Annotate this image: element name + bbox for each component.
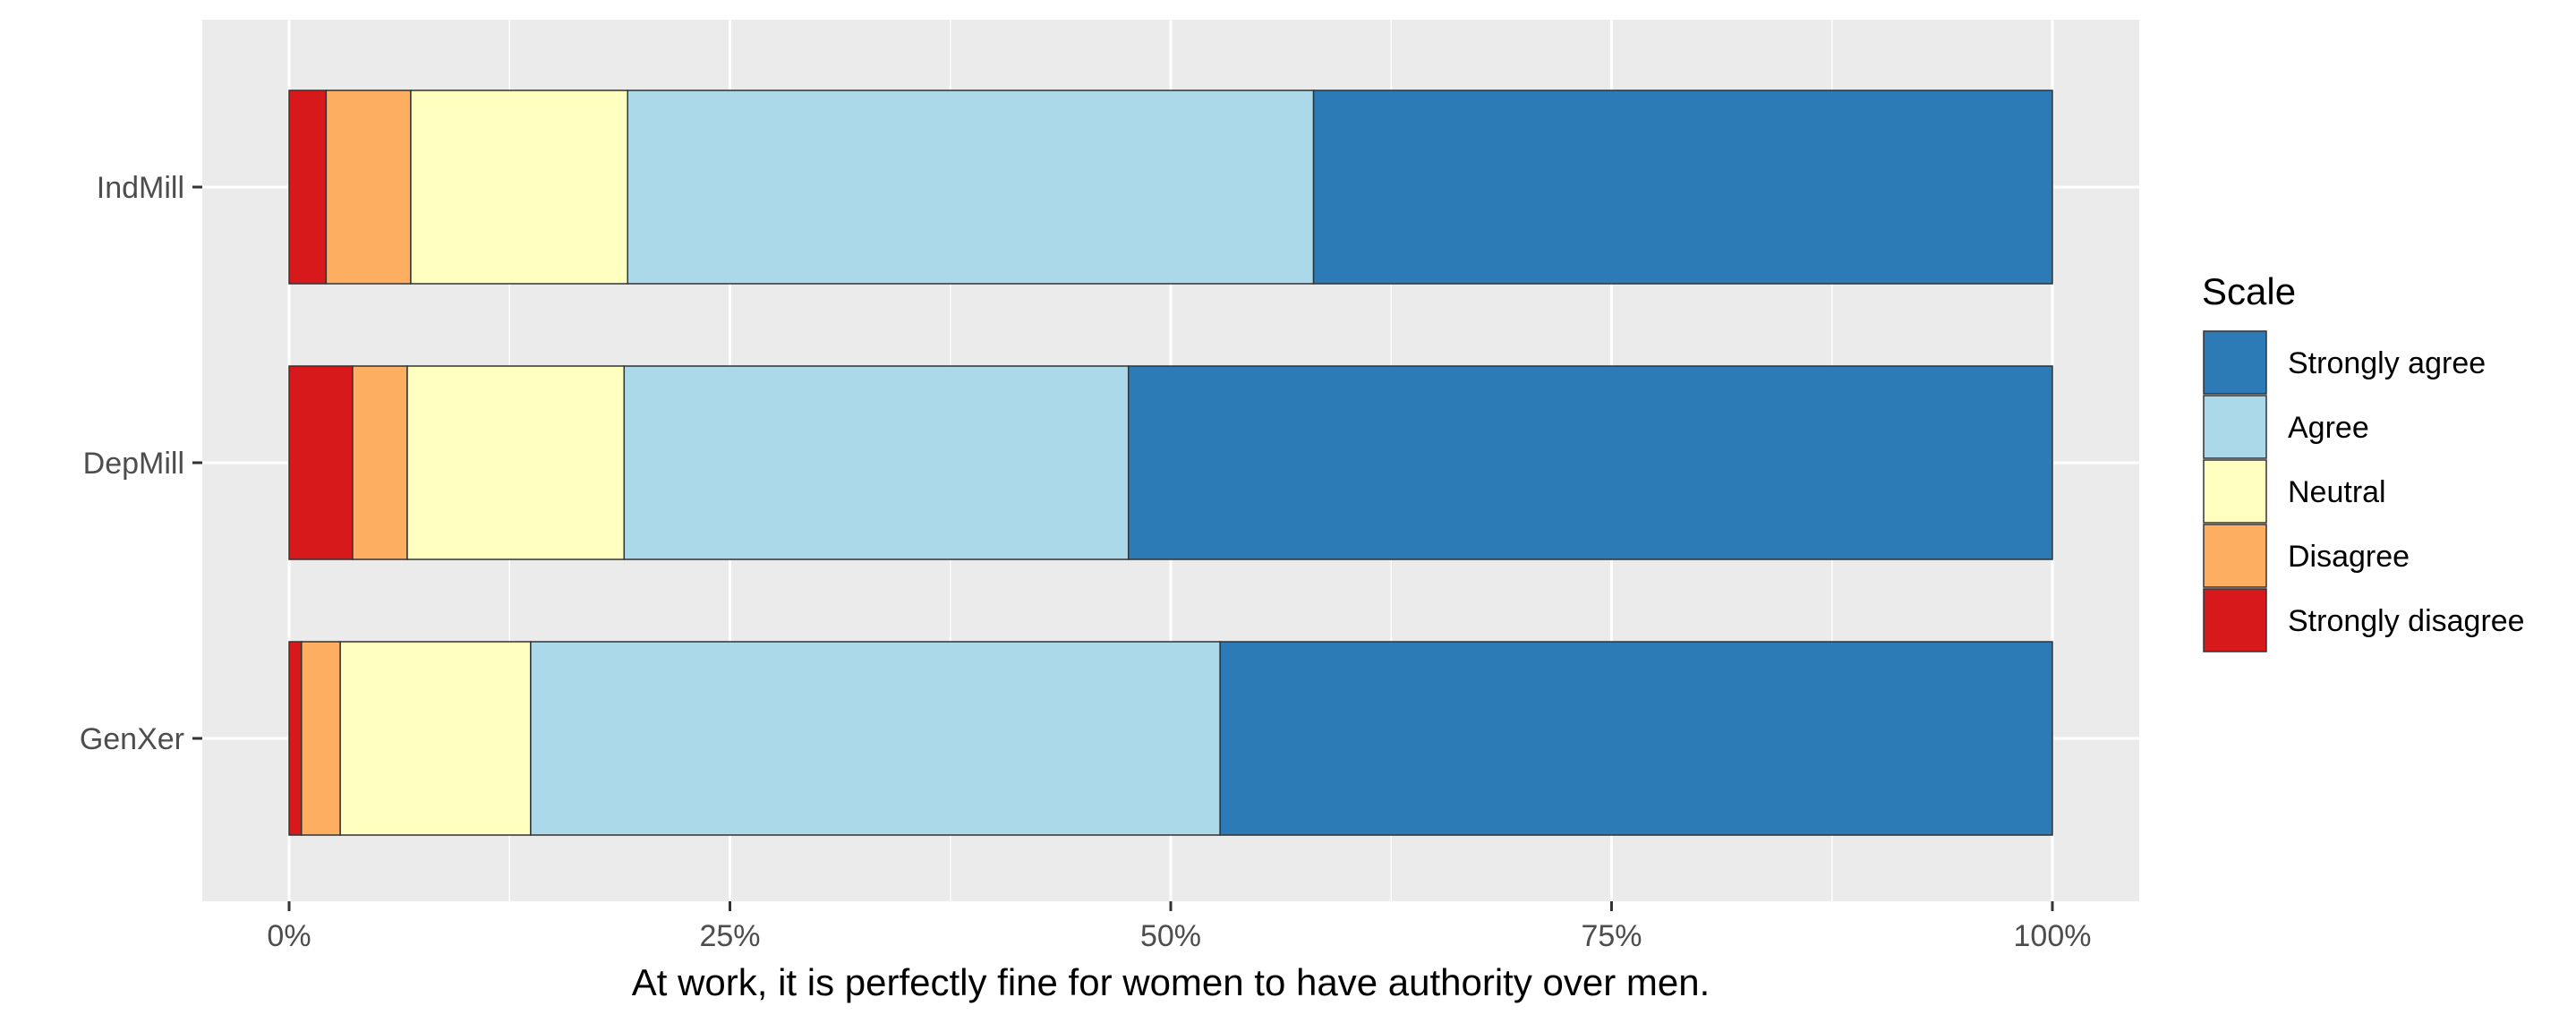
bar-depmill-strongly-disagree xyxy=(288,365,354,560)
x-tick-label: 100% xyxy=(2014,919,2092,953)
legend: Scale Strongly agree Agree Neutral Disagree… xyxy=(2202,270,2525,652)
legend-key-neutral xyxy=(2203,459,2267,524)
bar-genxer-strongly-agree xyxy=(1219,641,2053,836)
legend-label-agree: Agree xyxy=(2288,411,2369,445)
legend-label-strongly-agree: Strongly agree xyxy=(2288,346,2486,380)
bar-indmill-strongly-agree xyxy=(1312,90,2053,285)
y-tick-label: IndMill xyxy=(97,171,184,205)
bar-depmill-neutral xyxy=(406,365,626,560)
bar-genxer-agree xyxy=(530,641,1221,836)
legend-key-strongly-disagree xyxy=(2203,588,2267,652)
y-axis: IndMill DepMill GenXer xyxy=(80,171,202,756)
x-tick-label: 0% xyxy=(267,919,311,953)
bar-depmill-disagree xyxy=(352,365,408,560)
x-tick-label: 75% xyxy=(1581,919,1642,953)
legend-label-neutral: Neutral xyxy=(2288,475,2386,509)
bar-genxer-neutral xyxy=(339,641,532,836)
legend-label-disagree: Disagree xyxy=(2288,540,2410,574)
bar-indmill-disagree xyxy=(325,90,412,285)
x-tick-label: 50% xyxy=(1140,919,1201,953)
legend-label-strongly-disagree: Strongly disagree xyxy=(2288,604,2525,638)
bar-indmill-strongly-disagree xyxy=(288,90,328,285)
legend-key-strongly-agree xyxy=(2203,330,2267,395)
legend-title: Scale xyxy=(2202,270,2296,312)
bar-indmill-agree xyxy=(627,90,1315,285)
x-axis: 0% 25% 50% 75% 100% xyxy=(267,901,2091,953)
bars-group xyxy=(288,90,2053,836)
legend-key-agree xyxy=(2203,395,2267,459)
bar-genxer-strongly-disagree xyxy=(288,641,303,836)
legend-key-disagree xyxy=(2203,524,2267,588)
bar-depmill-strongly-agree xyxy=(1127,365,2053,560)
bar-genxer-disagree xyxy=(301,641,341,836)
x-axis-title: At work, it is perfectly fine for women … xyxy=(632,961,1710,1003)
y-tick-label: DepMill xyxy=(83,447,184,481)
bar-indmill-neutral xyxy=(410,90,628,285)
bar-depmill-agree xyxy=(623,365,1130,560)
x-tick-label: 25% xyxy=(699,919,760,953)
y-tick-label: GenXer xyxy=(80,722,184,756)
